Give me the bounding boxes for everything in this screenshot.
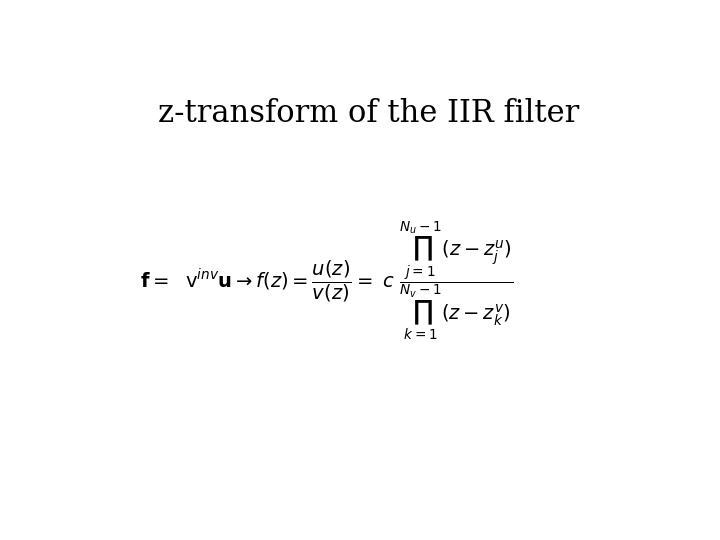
Text: $\mathbf{f} = \ \ \mathrm{v}^{\mathit{inv}}\mathbf{u} \rightarrow f(z) = \dfrac{: $\mathbf{f} = \ \ \mathrm{v}^{\mathit{in… xyxy=(140,219,513,342)
Text: z-transform of the IIR filter: z-transform of the IIR filter xyxy=(158,98,580,129)
